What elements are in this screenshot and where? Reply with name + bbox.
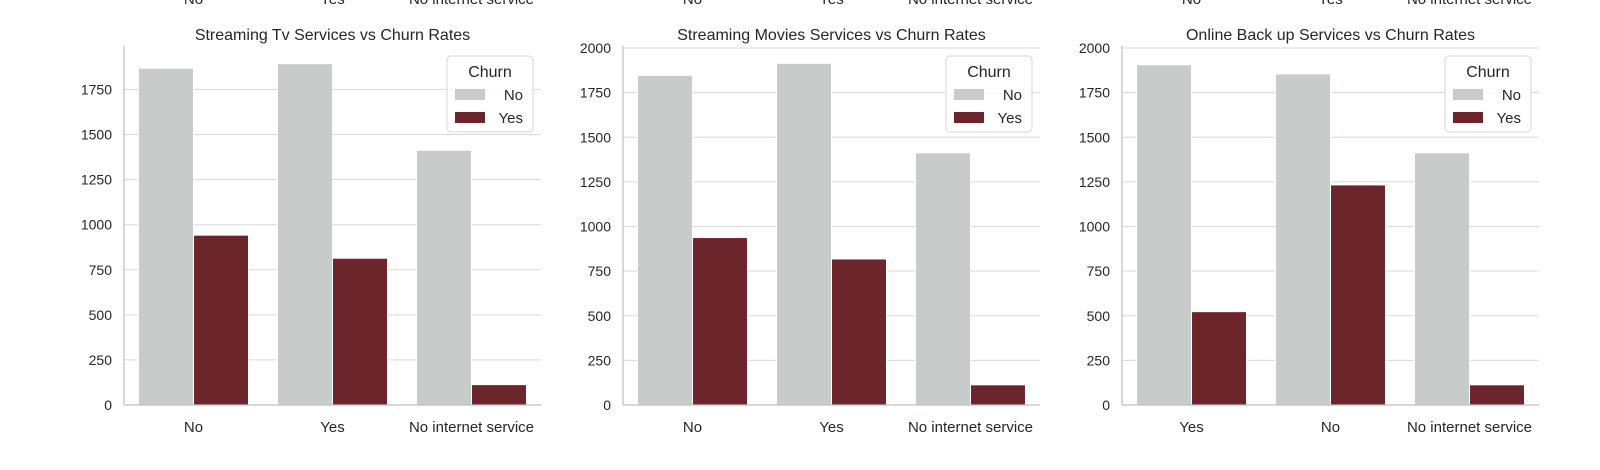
legend-swatch-yes bbox=[1453, 112, 1483, 123]
legend-label-yes: Yes bbox=[499, 110, 523, 127]
bar-no-2 bbox=[914, 152, 971, 406]
y-tick-label: 250 bbox=[588, 352, 612, 368]
y-tick-label: 0 bbox=[603, 397, 611, 413]
legend-title: Churn bbox=[1466, 64, 1510, 81]
x-tick-label: No bbox=[1321, 419, 1340, 436]
bar-yes-2 bbox=[1468, 384, 1525, 406]
chart-title: Streaming Movies Services vs Churn Rates bbox=[677, 27, 986, 44]
bar-no-1 bbox=[1275, 73, 1331, 406]
legend-swatch-no bbox=[954, 89, 984, 100]
upper-row-tick-label: Yes bbox=[819, 0, 843, 8]
y-tick-label: 1750 bbox=[580, 85, 611, 101]
x-tick-label: No bbox=[683, 419, 702, 436]
x-tick-label: No internet service bbox=[1407, 419, 1532, 436]
upper-row-tick-label: No bbox=[184, 0, 203, 8]
upper-row-tick-label: Yes bbox=[1318, 0, 1342, 8]
bar-yes-2 bbox=[969, 384, 1026, 406]
bar-yes-1 bbox=[332, 257, 388, 406]
y-tick-label: 0 bbox=[1102, 397, 1110, 413]
y-tick-label: 750 bbox=[588, 263, 612, 279]
y-tick-label: 500 bbox=[588, 308, 612, 324]
bar-yes-0 bbox=[193, 234, 250, 406]
bar-yes-1 bbox=[831, 258, 887, 406]
legend-title: Churn bbox=[967, 64, 1011, 81]
chart-panel-1: No Yes No internet service 0 250 500 750 1000 12… bbox=[81, 0, 541, 436]
y-tick-label: 2000 bbox=[1079, 40, 1110, 56]
legend-label-no: No bbox=[504, 87, 523, 104]
legend: Churn No Yes bbox=[1444, 55, 1532, 133]
legend-label-yes: Yes bbox=[998, 110, 1022, 127]
legend-label-no: No bbox=[1502, 87, 1521, 104]
y-tick-label: 1000 bbox=[81, 217, 112, 233]
upper-row-tick-label: Yes bbox=[320, 0, 344, 8]
x-tick-label: Yes bbox=[1179, 419, 1203, 436]
legend-swatch-yes bbox=[954, 112, 984, 123]
y-tick-label: 1250 bbox=[580, 174, 611, 190]
y-tick-label: 750 bbox=[89, 262, 113, 278]
y-tick-label: 500 bbox=[89, 307, 113, 323]
bar-yes-0 bbox=[692, 237, 749, 406]
x-tick-label: No internet service bbox=[409, 419, 534, 436]
x-tick-label: Yes bbox=[819, 419, 843, 436]
y-tick-label: 1500 bbox=[1079, 129, 1110, 145]
chart-title: Streaming Tv Services vs Churn Rates bbox=[195, 27, 470, 44]
y-tick-label: 1750 bbox=[1079, 85, 1110, 101]
upper-row-tick-label: No internet service bbox=[908, 0, 1033, 8]
y-tick-label: 1500 bbox=[580, 129, 611, 145]
y-tick-label: 1250 bbox=[81, 172, 112, 188]
bar-no-1 bbox=[776, 62, 832, 406]
y-tick-label: 0 bbox=[104, 397, 112, 413]
legend-swatch-no bbox=[455, 89, 485, 100]
bar-yes-0 bbox=[1191, 311, 1248, 406]
legend-swatch-yes bbox=[455, 112, 485, 123]
bar-yes-2 bbox=[470, 384, 527, 406]
y-tick-label: 1000 bbox=[1079, 219, 1110, 235]
y-tick-label: 2000 bbox=[580, 40, 611, 56]
y-tick-label: 250 bbox=[89, 352, 113, 368]
upper-row-tick-label: No internet service bbox=[1407, 0, 1532, 8]
bar-no-2 bbox=[415, 149, 472, 406]
x-tick-label: Yes bbox=[320, 419, 344, 436]
legend: Churn No Yes bbox=[446, 55, 534, 133]
bar-no-0 bbox=[637, 74, 694, 406]
y-tick-label: 1000 bbox=[580, 219, 611, 235]
upper-row-tick-label: No internet service bbox=[409, 0, 534, 8]
legend: Churn No Yes bbox=[945, 55, 1033, 133]
legend-swatch-no bbox=[1453, 89, 1483, 100]
y-tick-label: 500 bbox=[1087, 308, 1111, 324]
legend-label-yes: Yes bbox=[1497, 110, 1521, 127]
bar-no-0 bbox=[1136, 64, 1193, 406]
bar-no-2 bbox=[1413, 152, 1470, 406]
chart-panel-3: No Yes No internet service 0 250 500 750 1000 12… bbox=[1079, 0, 1539, 436]
x-tick-label: No internet service bbox=[908, 419, 1033, 436]
legend-label-no: No bbox=[1003, 87, 1022, 104]
chart-title: Online Back up Services vs Churn Rates bbox=[1186, 27, 1475, 44]
x-tick-label: No bbox=[184, 419, 203, 436]
y-tick-label: 1500 bbox=[81, 127, 112, 143]
y-tick-label: 1750 bbox=[81, 81, 112, 97]
y-tick-label: 250 bbox=[1087, 352, 1111, 368]
bar-no-1 bbox=[277, 63, 333, 406]
bar-no-0 bbox=[138, 67, 195, 406]
legend-title: Churn bbox=[468, 64, 512, 81]
y-tick-label: 750 bbox=[1087, 263, 1111, 279]
chart-panel-2: No Yes No internet service 0 250 500 750 1000 12… bbox=[580, 0, 1040, 436]
bar-yes-1 bbox=[1330, 184, 1386, 406]
y-tick-label: 1250 bbox=[1079, 174, 1110, 190]
upper-row-tick-label: No bbox=[683, 0, 702, 8]
upper-row-tick-label: No bbox=[1182, 0, 1201, 8]
